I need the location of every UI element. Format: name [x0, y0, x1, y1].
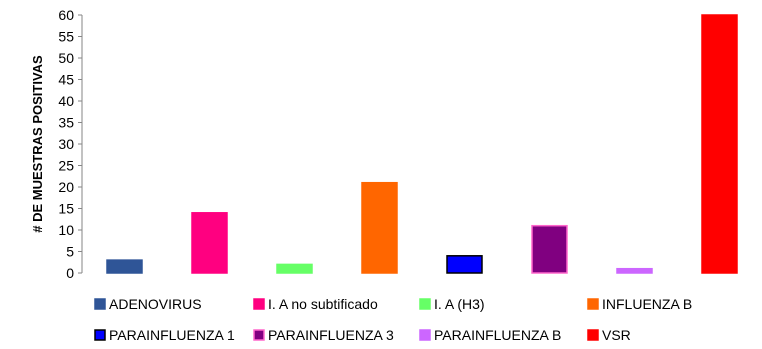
y-tick-label: 40 [58, 93, 74, 109]
y-tick-label: 50 [58, 50, 74, 66]
y-tick-label: 15 [58, 201, 74, 217]
y-tick-label: 35 [58, 115, 74, 131]
legend-swatch [419, 298, 431, 310]
legend-label: I. A no subtificado [268, 296, 378, 312]
legend-label: PARAINFLUENZA 3 [268, 327, 394, 343]
y-axis-ticks: 0 5 10 15 20 25 30 35 40 45 50 55 60 [58, 7, 82, 281]
bar-parainfluenza-3 [531, 224, 568, 274]
y-tick-label: 30 [58, 136, 74, 152]
bar-parainfluenza-1 [446, 255, 483, 274]
legend-swatch [587, 298, 599, 310]
y-tick-label: 60 [58, 7, 74, 23]
legend-swatch [253, 298, 265, 310]
legend-label: VSR [602, 327, 631, 343]
legend-label: ADENOVIRUS [109, 296, 202, 312]
legend-label: PARAINFLUENZA 1 [109, 327, 235, 343]
y-tick-label: 20 [58, 179, 74, 195]
bar-i-a-no-subtificado [191, 212, 228, 274]
bar-adenovirus [106, 259, 143, 274]
legend-swatch [419, 329, 431, 341]
legend-label: PARAINFLUENZA B [434, 327, 561, 343]
y-axis-label: # DE MUESTRAS POSITIVAS [30, 55, 45, 233]
bar-influenza-b [361, 181, 398, 274]
y-tick-label: 10 [58, 222, 74, 238]
bar-i-a-h3 [276, 263, 313, 274]
legend: ADENOVIRUS I. A no subtificado I. A (H3) IN… [94, 296, 692, 343]
legend-swatch [253, 329, 265, 341]
y-tick-label: 25 [58, 158, 74, 174]
y-tick-label: 5 [66, 244, 74, 260]
y-tick-label: 0 [66, 265, 74, 281]
legend-swatch [94, 329, 106, 341]
legend-label: INFLUENZA B [602, 296, 692, 312]
legend-label: I. A (H3) [434, 296, 485, 312]
bars [106, 14, 738, 274]
bar-parainfluenza-b [616, 267, 653, 274]
y-tick-label: 45 [58, 72, 74, 88]
legend-swatch [587, 329, 599, 341]
y-tick-label: 55 [58, 29, 74, 45]
legend-swatch [94, 298, 106, 310]
bar-vsr [701, 14, 738, 274]
